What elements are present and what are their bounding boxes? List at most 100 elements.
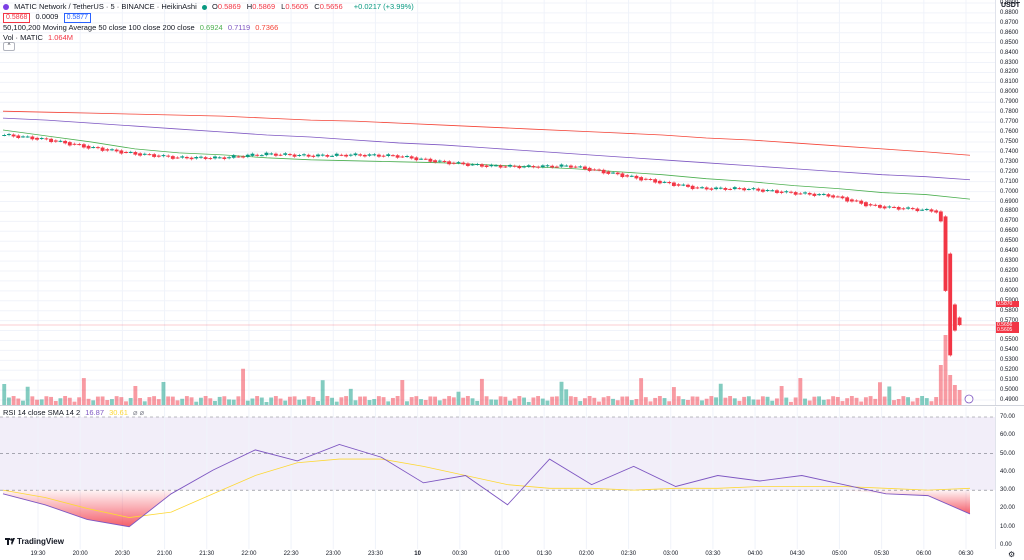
time-tick-label: 22:00 [241,551,257,557]
candle-body [573,166,578,168]
time-tick-label: 04:00 [747,551,763,557]
candle-body [718,187,723,189]
candle-body [138,153,142,156]
volume-bar [362,396,367,405]
gear-icon[interactable]: ⚙ [1008,550,1016,559]
volume-bar [700,400,704,405]
volume-bar [751,399,756,405]
price-tick-label: 0.6200 [1000,267,1019,274]
volume-bar [676,396,681,405]
candle-body [72,143,77,145]
price-tick-label: 0.5000 [1000,387,1019,394]
volume-bar [592,397,597,405]
price-chart-canvas[interactable] [0,0,995,405]
volume-bar [798,378,803,405]
volume-bar [948,375,953,405]
volume-bar [479,378,484,405]
volume-bar [868,396,873,405]
price-tick-label: 0.7900 [1000,99,1019,106]
volume-legend[interactable]: Vol · MATIC 1.064M [3,33,76,42]
candle-body [194,157,199,159]
volume-bar [30,396,35,405]
volume-bar [475,400,480,405]
candle-body [517,166,522,169]
candle-body [25,136,30,138]
candle-body [746,189,751,191]
candle-body [311,155,316,157]
time-axis[interactable]: 19:30 20:00 20:30 21:00 21:30 22:00 22:30 23:00… [0,549,995,560]
buy-price-box[interactable]: 0.5877 [63,13,91,23]
volume-bar [508,400,512,405]
time-tick-label: 22:30 [283,551,299,557]
ma-legend[interactable]: 50,100,200 Moving Average 50 close 100 c… [3,23,281,32]
volume-bar [559,381,564,405]
volume-bar [498,396,503,405]
candle-body [915,208,920,212]
candle-body [465,163,470,166]
price-scale[interactable]: USDT 0.8900 0.8800 0.8700 0.8600 0.8500 0.840… [995,0,1024,405]
rsi-scale[interactable]: 70.00 60.00 50.00 40.00 30.00 20.00 10.00 0.00 [995,407,1024,549]
volume-bar [222,396,227,405]
collapse-legend-button[interactable]: ^ [3,42,15,51]
pane-divider[interactable] [0,405,1024,406]
candle-body [887,206,892,208]
price-tick-label: 0.5200 [1000,367,1019,374]
volume-bar [114,396,119,405]
candle-body [208,158,213,160]
candle-body [447,161,452,165]
volume-bar [826,399,831,405]
candle-body [339,154,344,156]
candle-body [934,210,939,213]
volume-bar [957,390,962,405]
volume-bar [714,397,718,405]
rsi-pane[interactable]: RSI 14 close SMA 14 2 16.87 30.61 ⌀ ⌀ [0,407,995,549]
volume-bar [376,396,381,405]
candle-body [316,154,320,157]
volume-bar [629,400,634,405]
candle-body [873,204,878,206]
symbol-title[interactable]: MATIC Network / TetherUS · 5 · BINANCE ·… [14,2,197,11]
candle-body [236,156,241,158]
volume-bar [849,396,854,405]
candle-body [49,138,54,143]
candle-body [882,206,887,209]
sell-price-box[interactable]: 0.5868 [3,13,31,23]
volume-label: Vol · MATIC [3,33,43,42]
candle-body [545,165,550,167]
candle-body [409,156,414,159]
price-tick-label: 0.5300 [1000,357,1019,364]
price-tick-label: 0.8400 [1000,49,1019,56]
candle-body [119,150,124,154]
volume-bar [170,396,175,405]
currency-label[interactable]: USDT [1001,2,1021,9]
rsi-label: RSI 14 close SMA 14 2 [3,408,81,417]
price-chart-pane[interactable]: MATIC Network / TetherUS · 5 · BINANCE ·… [0,0,995,405]
volume-bar [390,397,395,405]
candle-body [732,187,737,190]
volume-bar [451,397,456,405]
candle-body [170,156,175,159]
tradingview-logo[interactable]: TradingView [5,537,64,546]
volume-bar [840,401,845,405]
time-tick-label: 03:30 [705,551,721,557]
volume-bar [58,398,63,405]
volume-bar [166,396,171,405]
volume-bar [128,397,133,405]
candle-body [723,188,728,190]
volume-bar [297,399,302,405]
candle-body [737,188,742,190]
rsi-tick-label: 50.00 [1000,450,1016,457]
candle-body [264,152,269,156]
time-tick-label: 02:00 [578,551,594,557]
rsi-chart-canvas[interactable] [0,407,995,549]
time-tick-label: 04:30 [789,551,805,557]
volume-bar [887,386,892,405]
candle-body [948,253,953,356]
price-tick-label: 0.7500 [1000,138,1019,145]
time-tick-label: 20:30 [114,551,130,557]
candle-body [297,155,302,157]
rsi-legend[interactable]: RSI 14 close SMA 14 2 16.87 30.61 ⌀ ⌀ [3,408,147,417]
volume-bar [648,401,653,405]
rsi-na-icons: ⌀ ⌀ [132,408,145,417]
volume-bar [540,398,545,405]
